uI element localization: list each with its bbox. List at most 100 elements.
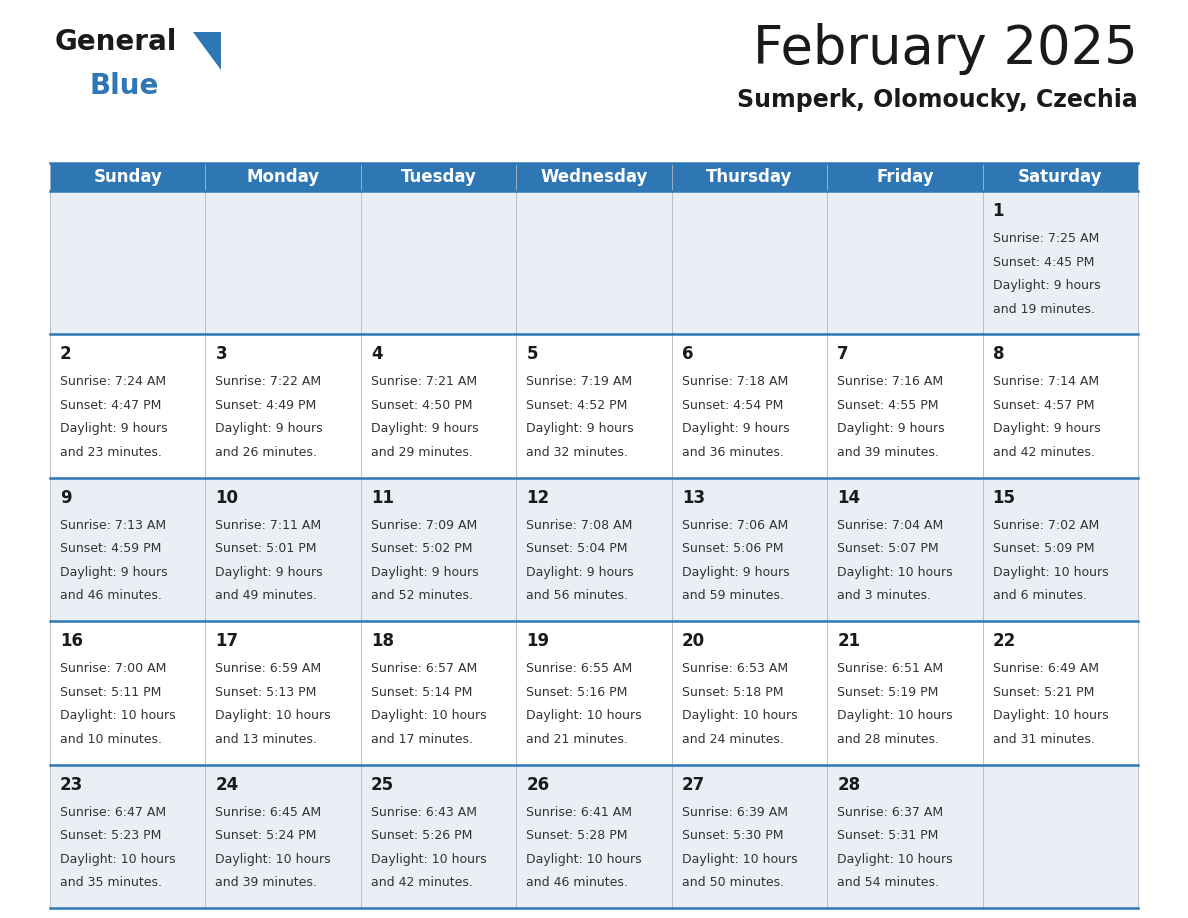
- Text: Daylight: 10 hours: Daylight: 10 hours: [838, 710, 953, 722]
- Text: Daylight: 10 hours: Daylight: 10 hours: [682, 853, 797, 866]
- Text: 27: 27: [682, 776, 704, 793]
- Text: Sunrise: 6:43 AM: Sunrise: 6:43 AM: [371, 806, 476, 819]
- Text: Daylight: 9 hours: Daylight: 9 hours: [682, 422, 789, 435]
- Text: Sunset: 5:13 PM: Sunset: 5:13 PM: [215, 686, 317, 699]
- Text: Sunset: 4:57 PM: Sunset: 4:57 PM: [992, 399, 1094, 412]
- Text: 14: 14: [838, 488, 860, 507]
- Text: Daylight: 9 hours: Daylight: 9 hours: [992, 279, 1100, 292]
- Text: Sunrise: 7:25 AM: Sunrise: 7:25 AM: [992, 232, 1099, 245]
- Text: Sunset: 4:47 PM: Sunset: 4:47 PM: [61, 399, 162, 412]
- Text: Sunset: 5:01 PM: Sunset: 5:01 PM: [215, 543, 317, 555]
- Text: Sunset: 5:11 PM: Sunset: 5:11 PM: [61, 686, 162, 699]
- Text: Sunset: 5:18 PM: Sunset: 5:18 PM: [682, 686, 783, 699]
- Text: Daylight: 10 hours: Daylight: 10 hours: [838, 565, 953, 579]
- Text: 15: 15: [992, 488, 1016, 507]
- Text: Sunrise: 7:08 AM: Sunrise: 7:08 AM: [526, 519, 633, 532]
- Text: and 49 minutes.: and 49 minutes.: [215, 589, 317, 602]
- Text: and 36 minutes.: and 36 minutes.: [682, 446, 784, 459]
- Text: 13: 13: [682, 488, 704, 507]
- Text: Sunrise: 6:53 AM: Sunrise: 6:53 AM: [682, 662, 788, 676]
- Text: 24: 24: [215, 776, 239, 793]
- Text: Sunset: 5:04 PM: Sunset: 5:04 PM: [526, 543, 627, 555]
- Text: 11: 11: [371, 488, 394, 507]
- Text: and 23 minutes.: and 23 minutes.: [61, 446, 162, 459]
- FancyBboxPatch shape: [50, 163, 1138, 191]
- Text: and 32 minutes.: and 32 minutes.: [526, 446, 628, 459]
- Text: Sunrise: 7:09 AM: Sunrise: 7:09 AM: [371, 519, 478, 532]
- FancyBboxPatch shape: [50, 477, 1138, 621]
- Text: 8: 8: [992, 345, 1004, 364]
- Text: Daylight: 9 hours: Daylight: 9 hours: [61, 422, 168, 435]
- Text: 25: 25: [371, 776, 394, 793]
- Text: Sunrise: 7:02 AM: Sunrise: 7:02 AM: [992, 519, 1099, 532]
- Text: and 39 minutes.: and 39 minutes.: [838, 446, 939, 459]
- Text: Sunset: 5:24 PM: Sunset: 5:24 PM: [215, 829, 317, 842]
- Text: Sunset: 5:06 PM: Sunset: 5:06 PM: [682, 543, 783, 555]
- Text: Sunset: 5:21 PM: Sunset: 5:21 PM: [992, 686, 1094, 699]
- Text: 22: 22: [992, 633, 1016, 650]
- Text: Sunrise: 7:04 AM: Sunrise: 7:04 AM: [838, 519, 943, 532]
- Text: Sunrise: 7:22 AM: Sunrise: 7:22 AM: [215, 375, 322, 388]
- Text: Sunset: 5:26 PM: Sunset: 5:26 PM: [371, 829, 473, 842]
- Text: Sunset: 4:55 PM: Sunset: 4:55 PM: [838, 399, 939, 412]
- Text: Sunrise: 6:49 AM: Sunrise: 6:49 AM: [992, 662, 1099, 676]
- Text: Daylight: 9 hours: Daylight: 9 hours: [215, 565, 323, 579]
- Text: Sunrise: 6:45 AM: Sunrise: 6:45 AM: [215, 806, 322, 819]
- Text: February 2025: February 2025: [753, 23, 1138, 75]
- Polygon shape: [192, 32, 221, 70]
- Text: and 24 minutes.: and 24 minutes.: [682, 733, 784, 745]
- Text: Sunset: 5:28 PM: Sunset: 5:28 PM: [526, 829, 627, 842]
- Text: Sunrise: 7:13 AM: Sunrise: 7:13 AM: [61, 519, 166, 532]
- Text: 1: 1: [992, 202, 1004, 220]
- Text: 17: 17: [215, 633, 239, 650]
- Text: and 19 minutes.: and 19 minutes.: [992, 303, 1094, 316]
- Text: Sunrise: 7:00 AM: Sunrise: 7:00 AM: [61, 662, 166, 676]
- Text: Daylight: 9 hours: Daylight: 9 hours: [526, 565, 634, 579]
- Text: Sunrise: 6:59 AM: Sunrise: 6:59 AM: [215, 662, 322, 676]
- Text: 16: 16: [61, 633, 83, 650]
- Text: Daylight: 9 hours: Daylight: 9 hours: [992, 422, 1100, 435]
- Text: Daylight: 10 hours: Daylight: 10 hours: [371, 710, 486, 722]
- Text: and 59 minutes.: and 59 minutes.: [682, 589, 784, 602]
- Text: Sunset: 4:59 PM: Sunset: 4:59 PM: [61, 543, 162, 555]
- Text: Sunset: 4:49 PM: Sunset: 4:49 PM: [215, 399, 317, 412]
- FancyBboxPatch shape: [50, 191, 1138, 334]
- Text: and 10 minutes.: and 10 minutes.: [61, 733, 162, 745]
- Text: Friday: Friday: [876, 168, 934, 186]
- Text: Sunset: 5:02 PM: Sunset: 5:02 PM: [371, 543, 473, 555]
- Text: 18: 18: [371, 633, 394, 650]
- Text: 21: 21: [838, 633, 860, 650]
- Text: Wednesday: Wednesday: [541, 168, 647, 186]
- Text: and 56 minutes.: and 56 minutes.: [526, 589, 628, 602]
- Text: and 21 minutes.: and 21 minutes.: [526, 733, 628, 745]
- Text: 2: 2: [61, 345, 71, 364]
- Text: 9: 9: [61, 488, 71, 507]
- Text: Daylight: 9 hours: Daylight: 9 hours: [371, 565, 479, 579]
- Text: Sunset: 5:30 PM: Sunset: 5:30 PM: [682, 829, 783, 842]
- Text: Sunset: 4:50 PM: Sunset: 4:50 PM: [371, 399, 473, 412]
- Text: Daylight: 10 hours: Daylight: 10 hours: [61, 853, 176, 866]
- Text: 7: 7: [838, 345, 848, 364]
- Text: Tuesday: Tuesday: [400, 168, 476, 186]
- Text: Daylight: 9 hours: Daylight: 9 hours: [526, 422, 634, 435]
- Text: Sunset: 5:16 PM: Sunset: 5:16 PM: [526, 686, 627, 699]
- Text: Sunrise: 7:14 AM: Sunrise: 7:14 AM: [992, 375, 1099, 388]
- Text: Daylight: 9 hours: Daylight: 9 hours: [371, 422, 479, 435]
- Text: 3: 3: [215, 345, 227, 364]
- Text: Blue: Blue: [90, 72, 159, 100]
- Text: Daylight: 10 hours: Daylight: 10 hours: [371, 853, 486, 866]
- Text: and 26 minutes.: and 26 minutes.: [215, 446, 317, 459]
- Text: Sunset: 5:07 PM: Sunset: 5:07 PM: [838, 543, 939, 555]
- Text: and 46 minutes.: and 46 minutes.: [61, 589, 162, 602]
- Text: Sunrise: 7:16 AM: Sunrise: 7:16 AM: [838, 375, 943, 388]
- Text: Sunrise: 6:37 AM: Sunrise: 6:37 AM: [838, 806, 943, 819]
- Text: and 13 minutes.: and 13 minutes.: [215, 733, 317, 745]
- Text: Thursday: Thursday: [706, 168, 792, 186]
- Text: Daylight: 10 hours: Daylight: 10 hours: [61, 710, 176, 722]
- Text: Sunrise: 7:18 AM: Sunrise: 7:18 AM: [682, 375, 788, 388]
- Text: 6: 6: [682, 345, 694, 364]
- Text: Daylight: 10 hours: Daylight: 10 hours: [838, 853, 953, 866]
- Text: Sunrise: 6:41 AM: Sunrise: 6:41 AM: [526, 806, 632, 819]
- Text: and 3 minutes.: and 3 minutes.: [838, 589, 931, 602]
- Text: Daylight: 10 hours: Daylight: 10 hours: [215, 853, 331, 866]
